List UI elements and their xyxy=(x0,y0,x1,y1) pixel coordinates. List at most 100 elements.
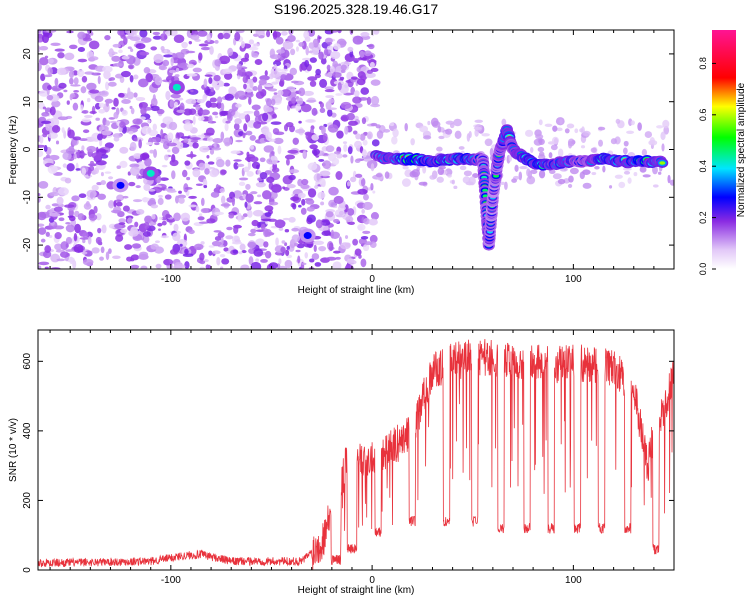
noise-speck xyxy=(265,131,272,141)
noise-speck xyxy=(280,74,287,81)
noise-speck xyxy=(356,66,361,73)
noise-speck xyxy=(212,137,223,144)
noise-speck xyxy=(178,190,182,194)
noise-speck xyxy=(252,85,258,92)
noise-speck xyxy=(176,238,188,248)
noise-speck xyxy=(342,141,348,144)
noise-speck xyxy=(250,228,257,234)
noise-speck xyxy=(437,125,442,133)
noise-speck xyxy=(594,165,600,170)
noise-speck xyxy=(338,40,347,45)
colorbar-tick-label: 0.4 xyxy=(698,160,708,173)
snr-frame xyxy=(37,329,675,571)
noise-speck xyxy=(138,102,148,109)
noise-speck xyxy=(190,34,200,40)
noise-speck xyxy=(219,188,225,193)
noise-speck xyxy=(370,182,374,191)
noise-speck xyxy=(81,109,89,114)
noise-speck xyxy=(271,81,279,85)
noise-speck xyxy=(274,59,282,63)
noise-speck xyxy=(334,209,345,218)
noise-speck xyxy=(284,242,288,247)
noise-speck xyxy=(344,235,349,239)
noise-speck xyxy=(165,90,171,101)
noise-speck xyxy=(296,97,304,105)
noise-speck xyxy=(266,30,271,38)
noise-speck xyxy=(530,169,538,175)
noise-speck xyxy=(458,146,465,150)
noise-speck xyxy=(360,177,366,187)
noise-speck xyxy=(315,68,321,76)
noise-speck xyxy=(569,167,579,175)
noise-speck xyxy=(113,97,119,107)
noise-speck xyxy=(206,137,214,142)
noise-speck xyxy=(95,213,102,221)
noise-speck xyxy=(125,36,134,39)
noise-speck xyxy=(112,133,123,139)
snr-ytick-label: 0 xyxy=(22,567,33,573)
noise-speck xyxy=(222,68,233,75)
noise-speck xyxy=(226,113,233,122)
noise-speck xyxy=(251,52,259,58)
noise-speck xyxy=(347,146,353,155)
noise-speck xyxy=(51,203,60,207)
noise-speck xyxy=(259,157,266,163)
noise-speck xyxy=(559,119,563,125)
noise-speck xyxy=(164,194,172,200)
noise-speck xyxy=(188,204,197,208)
noise-speck xyxy=(38,265,42,269)
noise-speck xyxy=(223,32,231,40)
noise-speck xyxy=(233,190,243,199)
noise-speck xyxy=(538,119,543,126)
noise-speck xyxy=(459,165,467,171)
noise-speck xyxy=(451,179,455,185)
noise-speck xyxy=(70,84,81,87)
noise-speck xyxy=(62,151,72,161)
noise-speck xyxy=(72,70,78,76)
noise-speck xyxy=(257,83,263,93)
noise-speck xyxy=(453,185,458,190)
noise-speck xyxy=(256,164,260,170)
colorbar-tick-label: 0.0 xyxy=(698,263,708,276)
noise-speck xyxy=(641,148,648,157)
noise-speck xyxy=(618,181,626,189)
noise-speck xyxy=(333,43,341,50)
noise-speck xyxy=(200,207,209,214)
noise-speck xyxy=(245,130,253,136)
noise-speck xyxy=(370,212,380,220)
noise-speck xyxy=(244,114,250,121)
noise-speck xyxy=(46,30,57,33)
noise-speck xyxy=(392,128,399,138)
noise-speck xyxy=(113,223,123,229)
noise-speck xyxy=(133,137,138,142)
noise-speck xyxy=(228,212,235,219)
noise-speck xyxy=(288,169,300,174)
spectrogram-ytick: 20 xyxy=(22,48,674,59)
noise-speck xyxy=(538,151,545,157)
noise-speck xyxy=(195,104,201,111)
noise-speck xyxy=(354,140,362,149)
noise-speck xyxy=(359,133,366,141)
spectral-blob-core xyxy=(172,83,181,91)
snr-xtick-label: 100 xyxy=(565,575,582,586)
noise-speck xyxy=(248,256,254,266)
noise-speck xyxy=(128,229,139,237)
noise-speck xyxy=(143,67,151,74)
noise-speck xyxy=(224,122,229,132)
noise-speck xyxy=(72,102,79,111)
noise-speck xyxy=(81,75,88,83)
noise-speck xyxy=(280,246,286,253)
noise-speck xyxy=(344,82,349,89)
noise-speck xyxy=(54,48,65,52)
noise-speck xyxy=(253,201,263,205)
noise-speck xyxy=(580,145,586,149)
noise-speck xyxy=(100,171,104,177)
noise-speck xyxy=(39,134,44,144)
noise-speck xyxy=(568,175,574,183)
noise-speck xyxy=(61,127,65,133)
noise-speck xyxy=(262,84,274,87)
noise-speck xyxy=(56,196,64,206)
noise-speck xyxy=(185,98,197,105)
noise-speck xyxy=(176,132,185,138)
noise-speck xyxy=(333,151,341,155)
